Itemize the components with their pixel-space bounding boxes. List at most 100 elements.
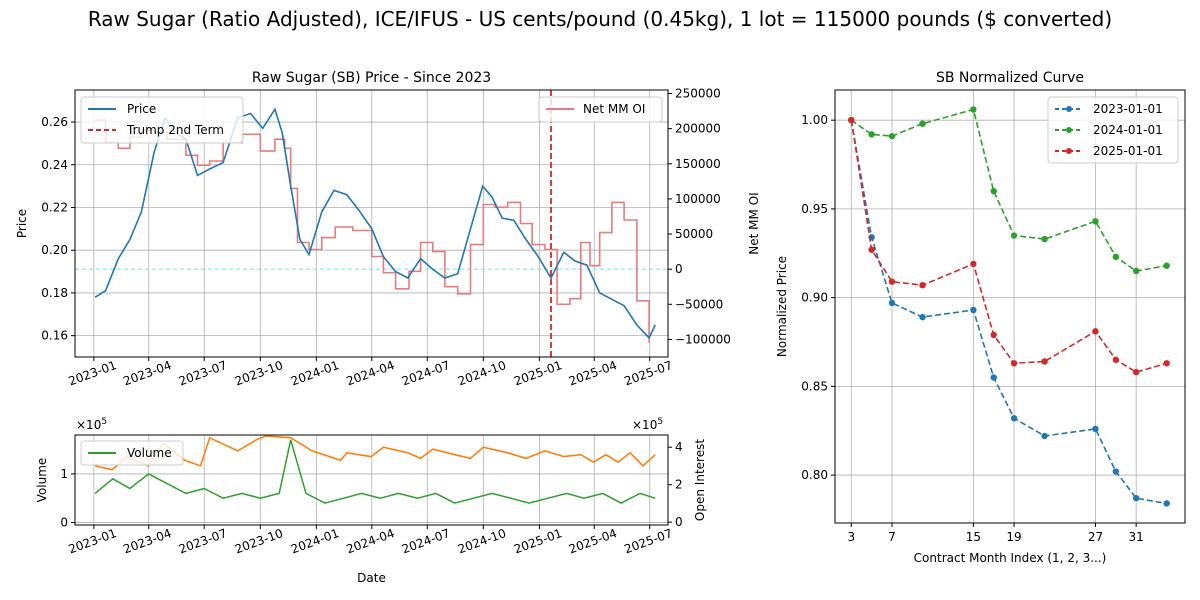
price-chart-title: Raw Sugar (SB) Price - Since 2023: [252, 70, 491, 86]
curve-point-2025-01-01: [1041, 358, 1048, 365]
open-interest-multiplier: ×105: [632, 417, 663, 432]
open-interest-y-tick-label: 0: [675, 515, 683, 529]
price-y-tick-label: 0.22: [41, 200, 68, 214]
volume-y-tick-label: 0: [60, 516, 68, 530]
legend-trump-label: Trump 2nd Term: [126, 123, 224, 137]
volume-y-axis-label: Volume: [35, 458, 49, 503]
curve-y-tick-label: 0.80: [801, 468, 828, 482]
volume-x-tick-label: 2023-01: [67, 526, 119, 556]
net-mm-oi-y-tick-label: 50000: [675, 227, 713, 241]
price-y-tick-label: 0.26: [41, 115, 68, 129]
price-x-tick-label: 2023-01: [67, 358, 119, 388]
curve-point-2025-01-01: [1010, 360, 1018, 367]
volume-x-tick-label: 2024-10: [456, 526, 508, 556]
volume-multiplier: ×105: [76, 417, 107, 432]
legend-curve-marker-2024-01-01: [1066, 127, 1072, 133]
net-mm-oi-y-tick-label: 0: [675, 262, 683, 276]
price-y-axis-label: Price: [15, 209, 29, 238]
legend-curve-marker-2025-01-01: [1066, 148, 1072, 154]
price-x-tick-label: 2023-07: [177, 358, 229, 388]
price-x-tick-label: 2024-10: [456, 358, 508, 388]
volume-x-tick-label: 2025-04: [567, 526, 619, 556]
volume-x-tick-label: 2023-10: [233, 526, 285, 556]
curve-y-tick-label: 0.90: [801, 291, 828, 305]
curve-line-2023-01-01: [850, 120, 1167, 505]
price-y-tick-label: 0.18: [41, 286, 68, 300]
price-x-tick-label: 2024-01: [289, 358, 341, 388]
price-x-tick-label: 2023-10: [233, 358, 285, 388]
curve-y-tick-label: 0.85: [801, 379, 828, 393]
volume-x-tick-label: 2024-04: [344, 526, 396, 556]
price-legend-box: [80, 96, 244, 144]
price-x-tick-label: 2024-07: [400, 358, 452, 388]
legend-net-mm-oi-label: Net MM OI: [583, 102, 645, 116]
net-mm-oi-y-axis-label: Net MM OI: [747, 192, 761, 254]
volume-x-tick-label: 2025-07: [622, 526, 674, 556]
net-mm-oi-y-tick-label: 200000: [675, 122, 721, 136]
curve-point-2025-01-01: [1163, 360, 1170, 367]
price-x-tick-label: 2023-04: [121, 358, 173, 388]
net-mm-oi-y-tick-label: 150000: [675, 157, 721, 171]
curve-point-2024-01-01: [990, 187, 997, 195]
curve-point-2024-01-01: [888, 132, 896, 140]
price-x-tick-label: 2025-07: [622, 358, 674, 388]
curve-point-2024-01-01: [1010, 232, 1018, 239]
net-mm-oi-y-tick-label: 250000: [675, 87, 721, 101]
open-interest-line: [94, 435, 656, 471]
curve-point-2025-01-01: [990, 331, 997, 339]
figure-suptitle: Raw Sugar (Ratio Adjusted), ICE/IFUS - U…: [87, 7, 1113, 31]
curve-x-axis-label: Contract Month Index (1, 2, 3...): [914, 551, 1107, 565]
curve-point-2025-01-01: [1092, 328, 1099, 335]
curve-point-2025-01-01: [919, 282, 926, 289]
price-x-tick-label: 2024-04: [344, 358, 396, 388]
price-x-tick-label: 2025-01: [512, 358, 564, 388]
curve-point-2025-01-01: [848, 116, 855, 124]
curve-x-tick-label: 27: [1088, 530, 1103, 544]
net-mm-oi-y-tick-label: −50000: [675, 297, 723, 311]
curve-point-2023-01-01: [1163, 500, 1170, 507]
curve-x-tick-label: 3: [847, 530, 855, 544]
volume-x-tick-label: 2025-01: [512, 526, 564, 556]
volume-x-tick-label: 2023-07: [177, 526, 229, 556]
volume-legend-box: [80, 440, 184, 466]
curve-line-2024-01-01: [850, 108, 1167, 272]
price-y-tick-label: 0.20: [41, 243, 68, 257]
curve-point-2024-01-01: [1112, 253, 1120, 261]
curve-plot-frame: [834, 89, 1186, 524]
curve-point-2024-01-01: [970, 106, 977, 113]
curve-point-2024-01-01: [1041, 235, 1048, 243]
curve-point-2023-01-01: [1112, 468, 1120, 475]
volume-x-tick-label: 2023-04: [121, 526, 173, 556]
curve-point-2025-01-01: [868, 246, 875, 253]
net-mm-oi-y-tick-label: 100000: [675, 192, 721, 206]
curve-point-2023-01-01: [990, 374, 997, 381]
curve-line-2025-01-01: [850, 120, 1167, 374]
curve-point-2025-01-01: [888, 278, 896, 285]
curve-x-tick-label: 7: [888, 530, 896, 544]
price-y-tick-label: 0.24: [41, 158, 68, 172]
net-mm-oi-line: [95, 119, 650, 343]
volume-x-tick-label: 2024-01: [289, 526, 341, 556]
curve-x-tick-label: 31: [1129, 530, 1144, 544]
volume-y-tick-label: 1: [60, 467, 68, 481]
open-interest-y-axis-label: Open Interest: [693, 439, 707, 521]
legend-curve-label-2024-01-01: 2024-01-01: [1093, 123, 1163, 137]
net-mm-oi-y-tick-label: −100000: [675, 332, 731, 346]
curve-legend-box: [1047, 96, 1179, 164]
open-interest-y-tick-label: 2: [675, 478, 683, 492]
curve-point-2023-01-01: [970, 306, 977, 314]
curve-point-2025-01-01: [970, 260, 977, 268]
legend-price-label: Price: [127, 102, 156, 116]
curve-y-axis-label: Normalized Price: [775, 256, 789, 357]
curve-point-2024-01-01: [868, 131, 875, 138]
curve-point-2023-01-01: [919, 313, 926, 321]
curve-point-2023-01-01: [1092, 425, 1099, 433]
curve-point-2023-01-01: [1041, 432, 1048, 440]
curve-point-2025-01-01: [1112, 356, 1120, 363]
curve-point-2024-01-01: [1092, 218, 1099, 225]
open-interest-y-tick-label: 4: [675, 440, 683, 454]
price-y-tick-label: 0.16: [41, 329, 68, 343]
curve-point-2024-01-01: [1163, 262, 1170, 269]
curve-point-2024-01-01: [919, 120, 926, 127]
